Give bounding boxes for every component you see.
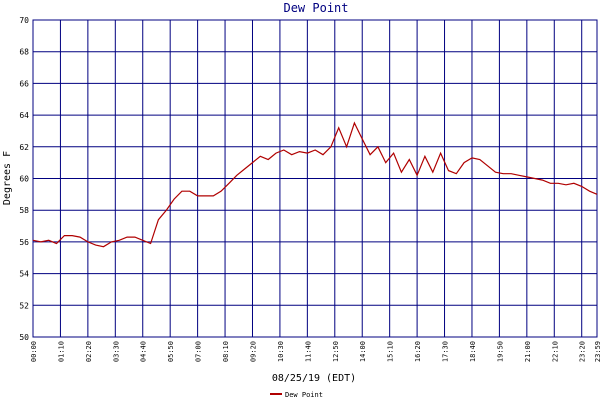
y-tick-label: 54	[19, 270, 29, 279]
x-tick-label: 16:20	[414, 341, 422, 362]
x-tick-label: 21:00	[524, 341, 532, 362]
x-axis-label: 08/25/19 (EDT)	[272, 373, 356, 384]
x-tick-label: 10:30	[277, 341, 285, 362]
x-tick-label: 12:50	[332, 341, 340, 362]
x-tick-label: 03:30	[112, 341, 120, 362]
x-tick-label: 15:10	[387, 341, 395, 362]
y-tick-label: 66	[19, 79, 29, 88]
y-tick-label: 64	[19, 111, 29, 120]
y-tick-label: 70	[19, 16, 29, 25]
x-tick-label: 19:50	[496, 341, 504, 362]
y-tick-label: 62	[19, 143, 29, 152]
x-tick-label: 11:40	[304, 341, 312, 362]
y-axis-label: Degrees F	[2, 151, 13, 205]
y-tick-label: 58	[19, 206, 29, 215]
x-tick-label: 05:50	[167, 341, 175, 362]
legend-label: Dew Point	[285, 391, 323, 399]
x-tick-label: 00:00	[30, 341, 38, 362]
x-tick-label: 08:10	[222, 341, 230, 362]
x-tick-label: 14:00	[359, 341, 367, 362]
x-tick-label: 23:20	[579, 341, 587, 362]
x-tick-label: 04:40	[140, 341, 148, 362]
y-tick-label: 56	[19, 238, 29, 247]
y-tick-label: 60	[19, 175, 29, 184]
chart-title: Dew Point	[283, 1, 348, 15]
x-tick-label: 17:30	[442, 341, 450, 362]
y-tick-label: 52	[19, 301, 29, 310]
x-tick-label: 23:59	[594, 341, 600, 362]
x-tick-label: 01:10	[57, 341, 65, 362]
y-tick-label: 50	[19, 333, 29, 342]
x-tick-label: 07:00	[195, 341, 203, 362]
x-tick-label: 02:20	[85, 341, 93, 362]
x-tick-label: 09:20	[249, 341, 257, 362]
y-tick-label: 68	[19, 48, 29, 57]
data-line	[32, 121, 598, 248]
x-tick-label: 22:10	[551, 341, 559, 362]
x-tick-label: 18:40	[469, 341, 477, 362]
